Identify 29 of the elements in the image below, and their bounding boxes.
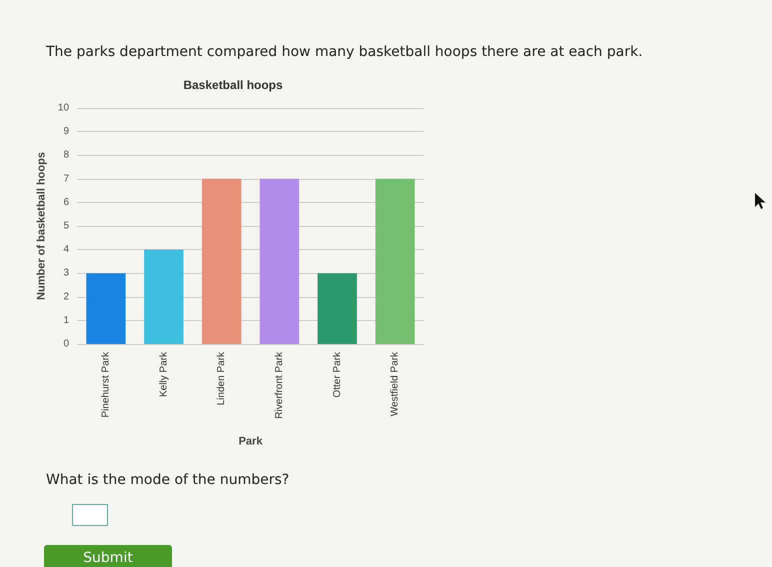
y-tick-label: 4 — [63, 244, 70, 256]
bar — [375, 178, 415, 344]
bar — [86, 273, 126, 344]
bar — [144, 250, 184, 344]
x-tick-label: Westfield Park — [390, 351, 401, 416]
bar — [202, 178, 242, 344]
submit-button: Submit — [44, 545, 172, 567]
x-tick-label: Linden Park — [216, 351, 228, 406]
y-tick-label: 6 — [63, 196, 70, 208]
chart-title: Basketball hoops — [183, 78, 284, 92]
y-tick-label: 7 — [63, 173, 70, 184]
y-tick-label: 0 — [63, 338, 70, 350]
x-tick-label: Kelly Park — [158, 351, 170, 398]
bar — [260, 178, 300, 344]
y-tick-label: 2 — [63, 291, 70, 302]
y-tick-label: 3 — [63, 268, 70, 279]
y-tick-label: 8 — [63, 150, 70, 161]
y-tick-label: 9 — [63, 126, 70, 138]
y-axis-title: Number of basketball hoops — [36, 152, 48, 300]
y-tick-label: 10 — [58, 102, 70, 114]
text: The parks department compared how many basketball hoops there are at each park. — [46, 44, 643, 60]
x-tick-label: Pinehurst Park — [100, 351, 112, 418]
x-axis-title: Park — [238, 436, 264, 448]
x-tick-label: Otter Park — [332, 351, 343, 398]
y-tick-label: 1 — [63, 314, 70, 326]
text: What is the mode of the numbers? — [46, 472, 290, 488]
bar — [318, 273, 357, 344]
y-tick-label: 5 — [63, 220, 70, 232]
x-tick-label: Riverfront Park — [274, 351, 285, 419]
